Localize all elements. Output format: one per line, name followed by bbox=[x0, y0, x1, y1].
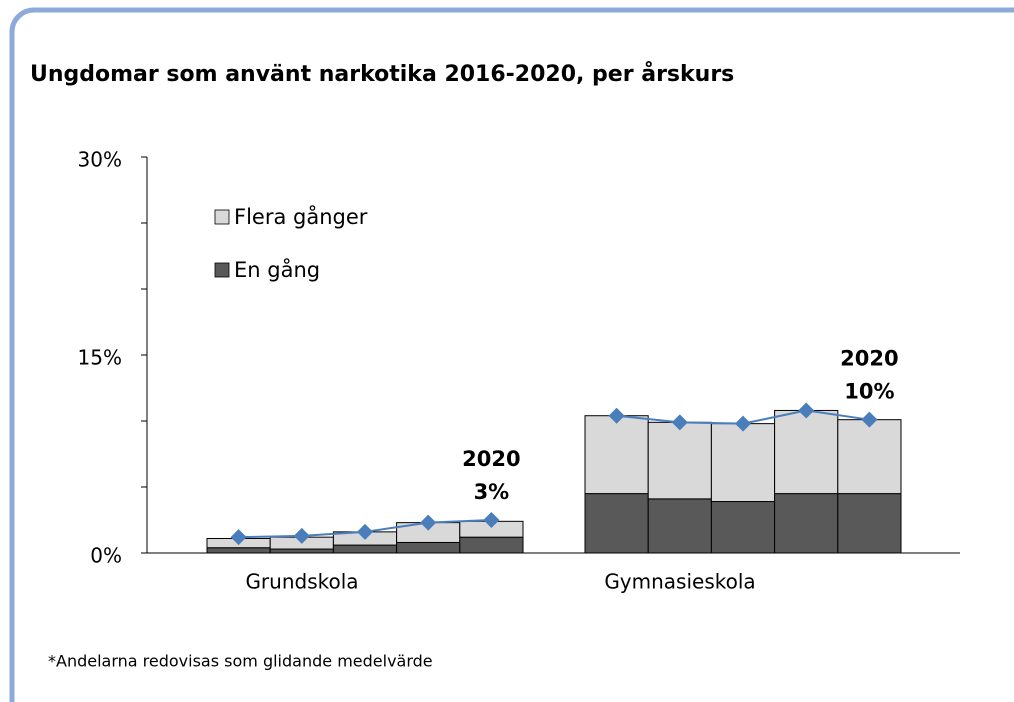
line-marker bbox=[230, 529, 247, 546]
bar-segment bbox=[837, 493, 902, 554]
bar-segment bbox=[332, 544, 398, 554]
legend-label: En gång bbox=[234, 257, 320, 282]
bar-segment bbox=[459, 536, 524, 554]
bar-segment bbox=[206, 547, 271, 554]
bar-segment bbox=[396, 541, 461, 554]
bar-segment bbox=[269, 548, 334, 554]
line-marker bbox=[671, 414, 688, 431]
legend-label: Flera gånger bbox=[234, 204, 368, 229]
line-marker bbox=[861, 411, 878, 428]
line-marker bbox=[420, 514, 437, 531]
legend-swatch bbox=[214, 262, 230, 278]
bar-segment bbox=[647, 498, 712, 554]
footnote: *Andelarna redovisas som glidande medelv… bbox=[48, 652, 433, 671]
y-tick-label: 30% bbox=[78, 148, 122, 172]
annotation: 2020 bbox=[840, 347, 898, 371]
line-marker bbox=[798, 402, 815, 419]
bar-segment bbox=[584, 493, 649, 554]
bar-segment bbox=[647, 421, 712, 500]
x-tick-label: Grundskola bbox=[245, 570, 358, 594]
legend-swatch bbox=[214, 209, 230, 225]
bar-segment bbox=[774, 493, 839, 554]
line-marker bbox=[735, 415, 751, 432]
line-marker bbox=[483, 512, 500, 528]
annotation: 10% bbox=[844, 380, 894, 404]
annotation: 3% bbox=[474, 480, 510, 504]
bar-segment bbox=[710, 423, 776, 503]
chart-title: Ungdomar som använt narkotika 2016-2020,… bbox=[30, 61, 734, 87]
line-marker bbox=[357, 523, 373, 540]
y-tick-label: 15% bbox=[78, 346, 122, 370]
line-marker bbox=[608, 407, 625, 424]
bar-segment bbox=[837, 419, 902, 495]
bar-segment bbox=[774, 409, 839, 495]
bar-segment bbox=[584, 415, 649, 495]
line-marker bbox=[293, 527, 310, 544]
y-tick-label: 0% bbox=[90, 544, 122, 568]
bar-segment bbox=[710, 501, 776, 554]
x-tick-label: Gymnasieskola bbox=[604, 570, 755, 594]
annotation: 2020 bbox=[462, 447, 520, 471]
